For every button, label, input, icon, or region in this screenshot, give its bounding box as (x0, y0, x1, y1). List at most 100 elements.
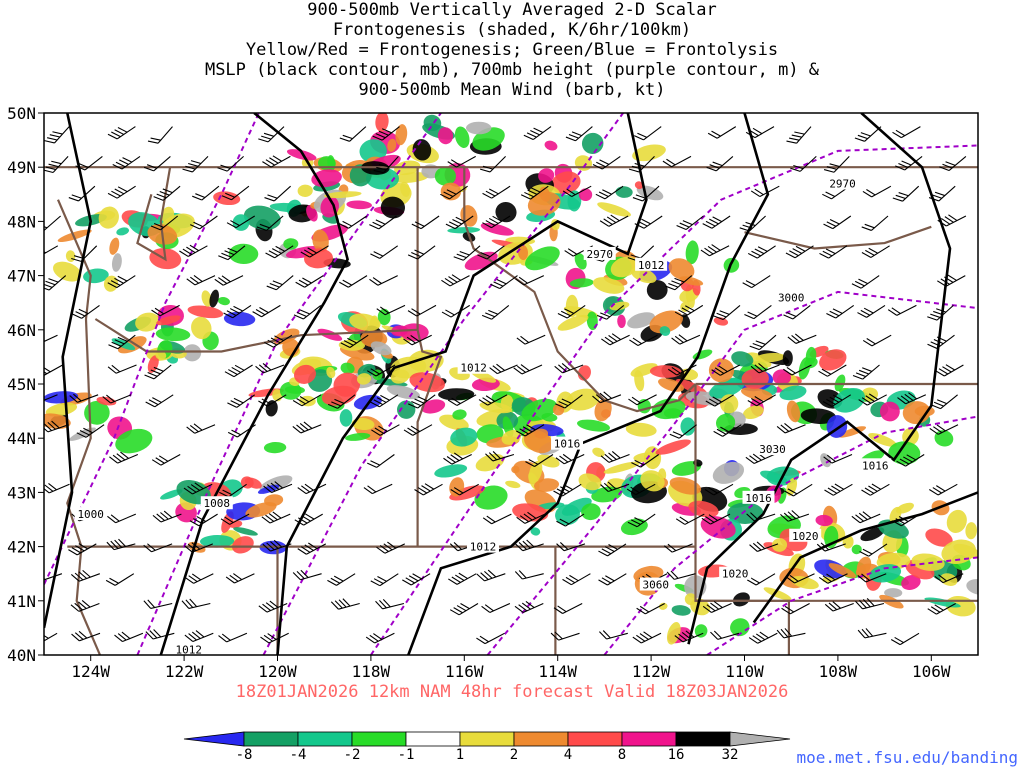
barb-flag (855, 372, 866, 378)
barb-flag (44, 140, 55, 144)
wind-barb (862, 185, 892, 198)
barb-flag (373, 251, 384, 257)
barb-flag (565, 136, 576, 142)
barb-flag (447, 161, 457, 168)
barb-flag (948, 214, 958, 221)
barb-flag (708, 398, 719, 405)
wind-barb (295, 275, 324, 288)
wind-barb (887, 304, 917, 316)
barb-flag (716, 428, 727, 435)
barb-flag (705, 516, 715, 523)
barb-flag (526, 132, 537, 138)
barb-flag (408, 575, 419, 582)
barb-flag (557, 313, 568, 319)
barb-flag (448, 276, 458, 283)
wind-barb (375, 598, 405, 610)
barb-flag (626, 488, 637, 496)
barb-flag (826, 398, 836, 405)
barb-flag (945, 364, 956, 371)
wind-barb (440, 185, 468, 200)
barb-flag (373, 399, 384, 406)
barb-flag (110, 540, 119, 549)
barb-flag (560, 310, 571, 317)
barb-flag (865, 249, 875, 256)
barb-flag (891, 307, 901, 315)
barb-flag (892, 520, 902, 527)
barb-flag (297, 548, 307, 555)
barb-flag (260, 636, 270, 644)
wind-barb (555, 394, 583, 409)
lon-label: 112W (632, 662, 671, 681)
barb-flag (300, 309, 310, 315)
barb-flag (33, 247, 42, 257)
shade-cell (755, 352, 786, 363)
barb-flag (256, 226, 267, 231)
barb-flag (75, 311, 86, 317)
barb-flag (459, 250, 470, 256)
shade-cell (597, 202, 631, 217)
barb-flag (901, 160, 912, 166)
barb-flag (195, 193, 206, 199)
height-label: 3030 (759, 443, 786, 456)
barb-flag (933, 338, 944, 345)
barb-flag (826, 573, 836, 581)
barb-flag (520, 364, 530, 372)
barb-flag (558, 364, 567, 372)
wind-barb (219, 483, 247, 498)
barb-flag (746, 513, 755, 522)
wind-barb (601, 333, 630, 346)
barb-flag (784, 605, 795, 613)
barb-flag (231, 366, 241, 373)
wind-barb (671, 334, 701, 345)
barb-flag (852, 374, 863, 380)
barb-flag (793, 164, 804, 170)
barb-flag (275, 245, 285, 252)
height-label: 3000 (778, 291, 805, 304)
shade-cell (160, 489, 183, 500)
barb-flag (295, 281, 305, 288)
barb-flag (752, 635, 762, 642)
barb-flag (674, 277, 685, 283)
barb-flag (631, 462, 641, 468)
wind-barb (411, 215, 440, 230)
mslp-contour (687, 113, 952, 645)
credit-link[interactable]: moe.met.fsu.edu/banding (796, 748, 1018, 767)
mslp-label: 1020 (722, 568, 749, 581)
barb-flag (153, 222, 164, 228)
barb-flag (451, 576, 461, 583)
barb-flag (787, 488, 798, 495)
barb-flag (755, 633, 766, 641)
barb-flag (530, 187, 541, 193)
barb-flag (553, 490, 563, 497)
title-line-1: 900-500mb Vertically Averaged 2-D Scalar (307, 0, 717, 20)
wind-barb (292, 421, 322, 434)
barb-flag (45, 166, 56, 171)
title-line-2: Frontogenesis (shaded, K/6hr/100km) (332, 20, 692, 40)
barb-flag (304, 483, 314, 491)
barb-flag (403, 338, 413, 346)
shade-cell (244, 477, 262, 489)
barb-flag (678, 633, 687, 641)
shade-cell (527, 191, 561, 216)
barb-flag (186, 278, 196, 286)
shade-cell (449, 485, 485, 501)
barb-flag (938, 574, 948, 582)
barb-flag (821, 368, 832, 375)
barb-flag (630, 519, 641, 525)
shade-cell (633, 452, 660, 463)
barb-flag (410, 425, 421, 432)
barb-flag (711, 130, 721, 137)
shade-cell (437, 127, 454, 145)
barb-flag (599, 159, 610, 165)
barb-flag (221, 252, 232, 258)
barb-flag (759, 631, 769, 639)
shade-cell (730, 618, 750, 637)
wind-barb (340, 334, 369, 348)
barb-flag (73, 255, 85, 260)
barb-flag (871, 483, 882, 490)
lat-label: 41N (7, 592, 36, 611)
shade-cell (655, 439, 691, 455)
barb-flag (525, 461, 535, 467)
contour-labels: 1012 1012 1016 1016 1016 1020 1020 1000 1008 1012… (74, 176, 892, 657)
barb-flag (890, 639, 901, 646)
